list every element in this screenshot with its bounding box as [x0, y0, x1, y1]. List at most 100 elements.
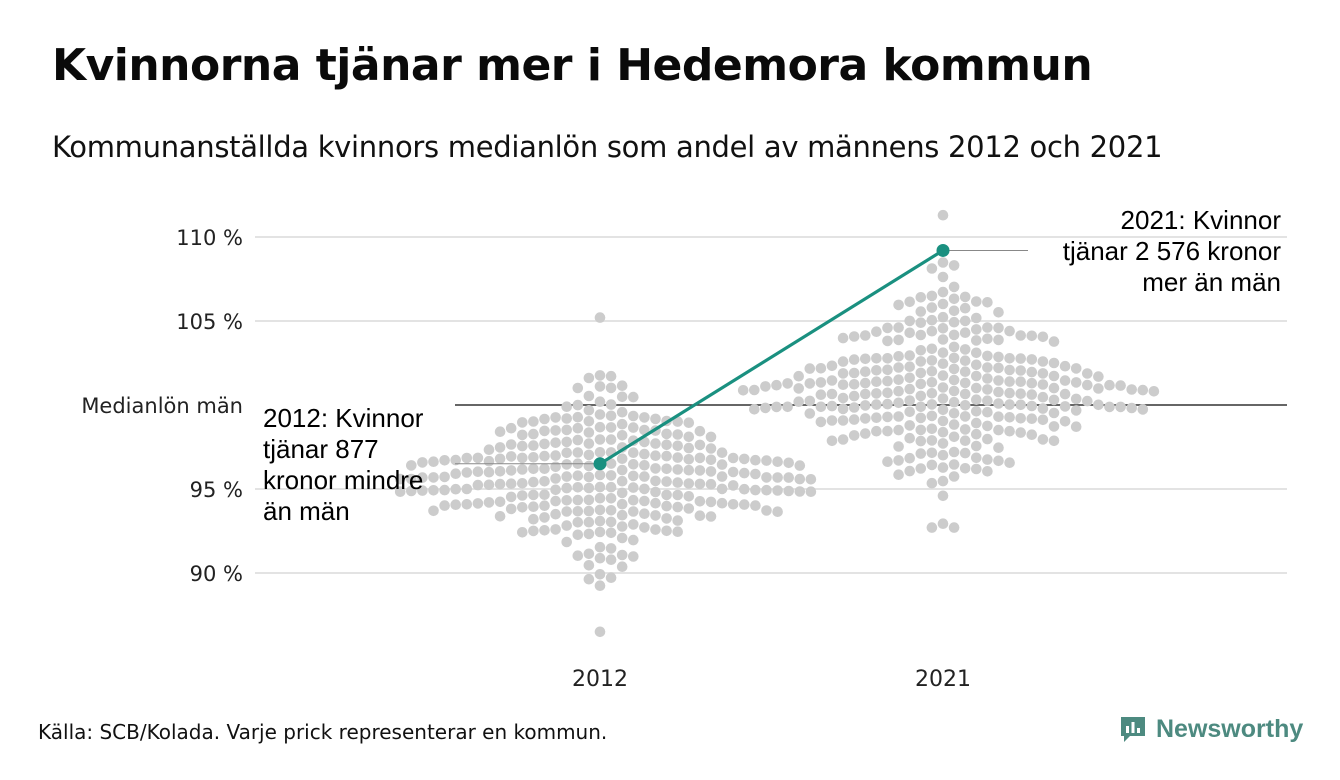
municipality-dot: [705, 431, 717, 443]
municipality-dot: [826, 375, 838, 386]
municipality-dot: [1148, 386, 1160, 397]
municipality-dot: [572, 411, 584, 423]
municipality-dot: [826, 415, 838, 426]
municipality-dot: [937, 323, 949, 334]
municipality-dot: [837, 379, 849, 391]
municipality-dot: [406, 460, 417, 471]
municipality-dot: [993, 375, 1004, 386]
municipality-dot: [605, 382, 617, 394]
municipality-dot: [915, 345, 927, 356]
municipality-dot: [937, 438, 949, 449]
municipality-dot: [739, 499, 750, 510]
municipality-dot: [727, 480, 739, 491]
municipality-dot: [550, 484, 561, 496]
municipality-dot: [904, 452, 915, 464]
municipality-dot: [661, 428, 672, 440]
municipality-dot: [1137, 384, 1149, 396]
municipality-dot: [650, 438, 661, 449]
municipality-dot: [893, 385, 904, 397]
municipality-dot: [783, 457, 794, 469]
municipality-dot: [439, 455, 450, 466]
municipality-dot: [561, 520, 572, 531]
municipality-dot: [1026, 400, 1038, 412]
municipality-dot: [727, 466, 739, 478]
municipality-dot: [1037, 403, 1049, 414]
municipality-dot: [948, 341, 960, 353]
municipality-dot: [694, 452, 706, 464]
x-tick-label: 2021: [915, 667, 971, 692]
municipality-dot: [1048, 357, 1060, 369]
highlight-dot-2021: [936, 243, 950, 257]
municipality-dot: [705, 443, 717, 454]
municipality-dot: [1059, 375, 1071, 386]
municipality-dot: [616, 509, 628, 521]
municipality-dot: [948, 316, 960, 328]
municipality-dot: [1015, 353, 1026, 364]
municipality-dot: [650, 450, 661, 462]
municipality-dot: [959, 435, 971, 447]
municipality-dot: [583, 390, 595, 402]
municipality-dot: [594, 481, 606, 493]
municipality-dot: [937, 393, 949, 404]
municipality-dot: [594, 515, 606, 527]
municipality-dot: [783, 485, 794, 497]
municipality-dot: [539, 438, 550, 450]
municipality-dot: [705, 496, 717, 508]
municipality-dot: [1015, 413, 1026, 424]
municipality-dot: [528, 440, 539, 451]
municipality-dot: [583, 405, 595, 416]
municipality-dot: [517, 490, 528, 501]
municipality-dot: [948, 293, 960, 305]
municipality-dot: [683, 417, 695, 429]
municipality-dot: [672, 440, 683, 452]
municipality-dot: [937, 298, 949, 310]
municipality-dot: [893, 322, 904, 333]
municipality-dot: [837, 332, 849, 344]
municipality-dot: [948, 385, 960, 397]
municipality-dot: [959, 388, 971, 400]
municipality-dot: [561, 482, 572, 494]
municipality-dot: [893, 411, 904, 422]
chart-title: Kvinnorna tjänar mer i Hedemora kommun: [52, 40, 1093, 91]
municipality-dot: [1015, 330, 1026, 341]
municipality-dot: [1093, 383, 1104, 394]
municipality-dot: [848, 354, 860, 365]
municipality-dot: [737, 385, 749, 396]
municipality-dot: [926, 388, 938, 399]
municipality-dot: [971, 382, 982, 394]
municipality-dot: [528, 525, 539, 537]
municipality-dot: [760, 381, 771, 392]
reference-label: Medianlön män: [81, 394, 243, 418]
municipality-dot: [639, 412, 650, 423]
municipality-dot: [494, 442, 506, 453]
municipality-dot: [937, 490, 949, 502]
municipality-dot: [1104, 379, 1115, 391]
municipality-dot: [628, 519, 639, 530]
municipality-dot: [639, 448, 650, 460]
municipality-dot: [904, 361, 915, 373]
municipality-dot: [937, 209, 949, 221]
municipality-dot: [594, 504, 606, 516]
municipality-dot: [982, 420, 993, 432]
municipality-dot: [1015, 365, 1026, 376]
municipality-dot: [1093, 371, 1104, 382]
municipality-dot: [860, 428, 871, 439]
municipality-dot: [694, 439, 706, 451]
municipality-dot: [804, 395, 816, 407]
municipality-dot: [428, 485, 439, 496]
municipality-dot: [483, 466, 495, 478]
municipality-dot: [450, 454, 462, 466]
municipality-dot: [1115, 380, 1126, 391]
municipality-dot: [1026, 366, 1038, 378]
municipality-dot: [650, 475, 661, 487]
municipality-dot: [882, 456, 893, 468]
municipality-dot: [683, 464, 695, 476]
municipality-dot: [871, 425, 882, 437]
municipality-dot: [672, 515, 683, 526]
municipality-dot: [772, 456, 783, 468]
municipality-dot: [837, 403, 849, 415]
municipality-dot: [982, 395, 993, 407]
municipality-dot: [948, 446, 960, 458]
municipality-dot: [971, 312, 982, 324]
municipality-dot: [871, 412, 882, 424]
